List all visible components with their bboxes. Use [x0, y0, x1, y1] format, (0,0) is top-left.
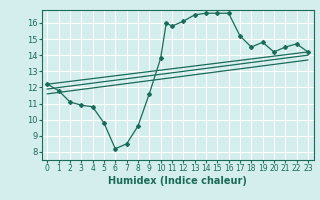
X-axis label: Humidex (Indice chaleur): Humidex (Indice chaleur) [108, 176, 247, 186]
